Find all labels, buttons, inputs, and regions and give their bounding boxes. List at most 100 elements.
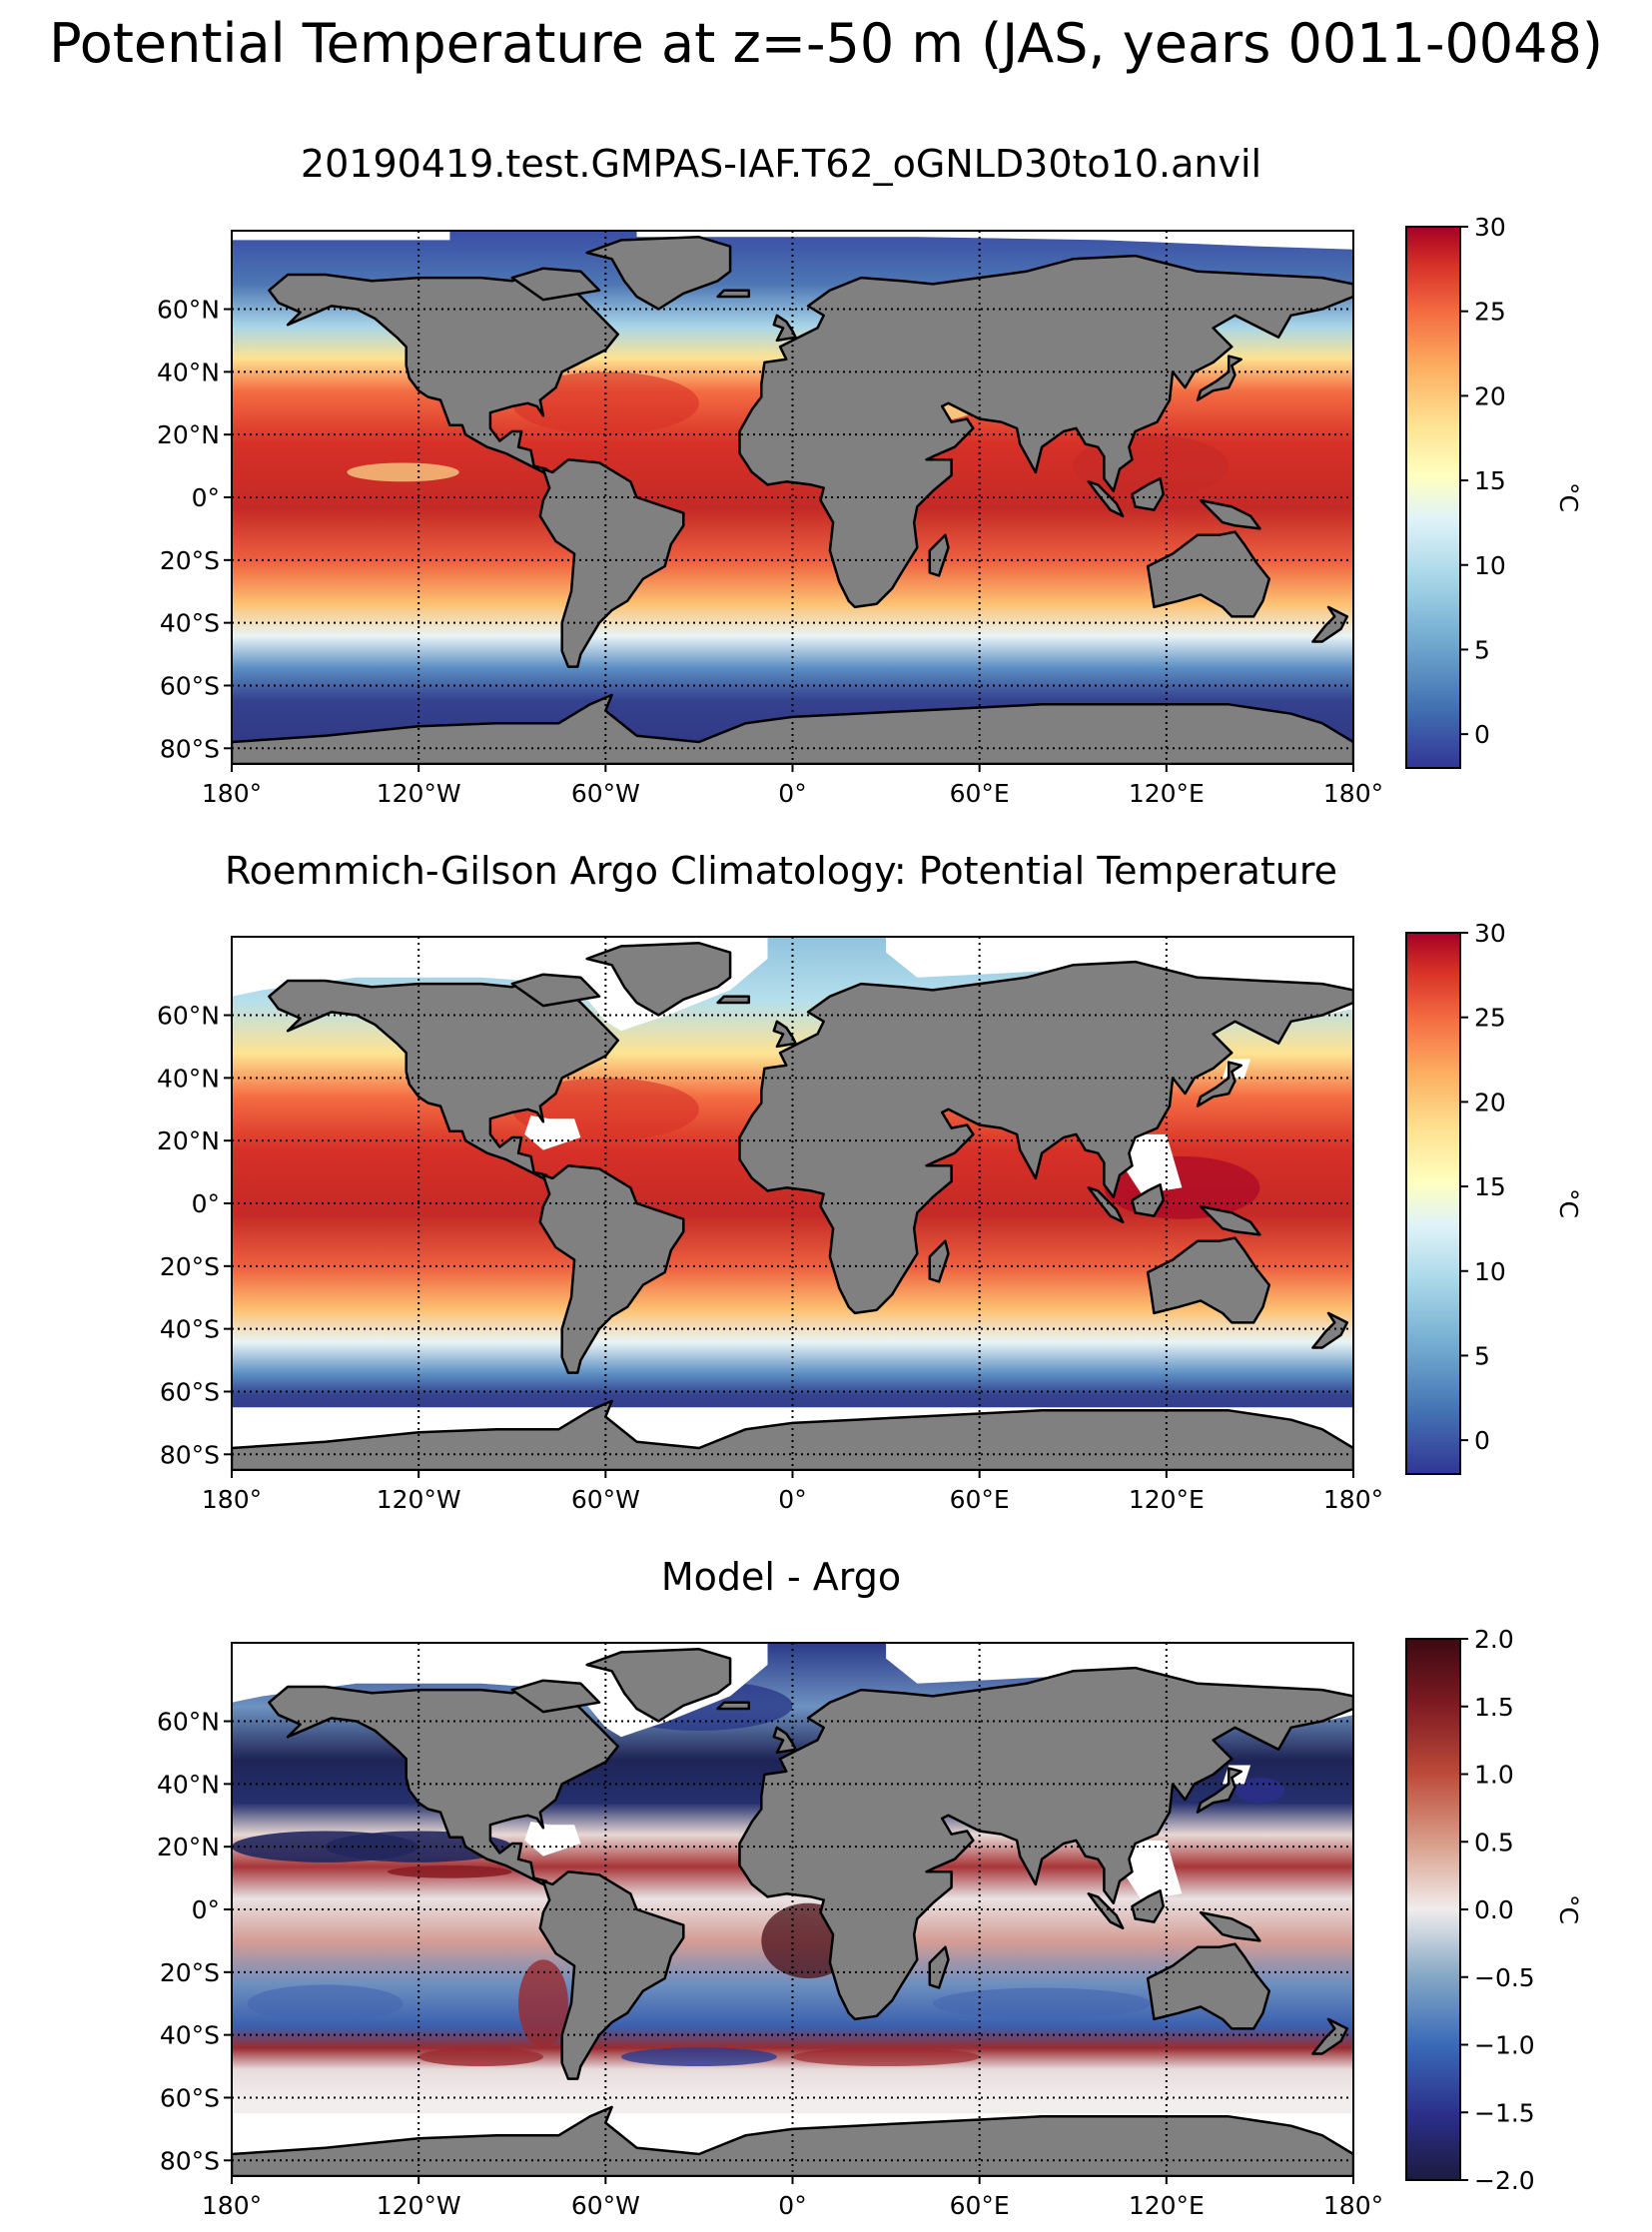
landmass-uk xyxy=(772,314,797,343)
lat-tick-label: 80°S xyxy=(160,1440,220,1469)
landmass-baffin xyxy=(510,1679,601,1714)
colorbar-tick-label: 5 xyxy=(1474,1341,1490,1370)
colorbar-tick-label: 15 xyxy=(1474,1172,1506,1201)
lat-tick-label: 0° xyxy=(192,483,220,512)
lon-tick-label: 60°W xyxy=(571,779,640,808)
landmass-south-america xyxy=(538,458,685,668)
lat-tick-label: 40°N xyxy=(157,358,220,386)
panel-2-title: Roemmich-Gilson Argo Climatology: Potent… xyxy=(224,849,1338,893)
landmass-madagascar xyxy=(928,1945,950,1989)
lat-tick-label: 60°S xyxy=(160,671,220,700)
lon-tick-label: 120°E xyxy=(1129,2191,1205,2220)
field-anomaly xyxy=(932,1987,1152,2019)
landmass-madagascar xyxy=(928,533,950,577)
colorbar-3 xyxy=(1405,1638,1461,2181)
landmass-japan xyxy=(1196,1061,1242,1108)
colorbar-tick-label: 25 xyxy=(1474,298,1506,327)
lat-tick-label: 20°S xyxy=(160,1252,220,1281)
landmass-new-guinea xyxy=(1199,1910,1261,1942)
lat-tick-label: 60°N xyxy=(157,1002,220,1031)
lon-tick-label: 120°E xyxy=(1129,779,1205,808)
lat-tick-label: 60°S xyxy=(160,1377,220,1406)
lat-tick-label: 80°S xyxy=(160,2146,220,2175)
landmass-iceland xyxy=(716,1701,751,1711)
landmass-south-america xyxy=(538,1870,685,2080)
landmass-eurasia-africa xyxy=(738,254,1353,609)
lat-tick-label: 60°S xyxy=(160,2083,220,2112)
colorbar-tick-label: 0 xyxy=(1474,720,1490,749)
lon-tick-label: 60°E xyxy=(950,1485,1010,1514)
lon-tick-label: 120°W xyxy=(377,779,461,808)
colorbar-1 xyxy=(1405,226,1461,769)
colorbar-tick-label: 0 xyxy=(1474,1426,1490,1455)
no-data-region xyxy=(1123,1840,1183,1900)
landmass-new-zealand xyxy=(1311,605,1349,643)
lon-tick-label: 180° xyxy=(1323,1485,1383,1514)
lat-tick-label: 40°N xyxy=(157,1064,220,1093)
landmass-new-guinea xyxy=(1199,498,1261,530)
lon-tick-label: 120°W xyxy=(377,1485,461,1514)
landmass-australia xyxy=(1146,1236,1271,1324)
colorbar-unit-label: °C xyxy=(1554,1188,1583,1218)
lat-tick-label: 40°N xyxy=(157,1770,220,1799)
field-anomaly xyxy=(418,2047,543,2067)
colorbar-2 xyxy=(1405,932,1461,1475)
lon-tick-label: 0° xyxy=(778,2191,806,2220)
lat-tick-label: 20°N xyxy=(157,420,220,449)
lon-tick-label: 180° xyxy=(202,1485,262,1514)
colorbar-tick-label: 10 xyxy=(1474,1257,1506,1286)
landmass-australia xyxy=(1146,1942,1271,2030)
lat-tick-label: 80°S xyxy=(160,734,220,763)
landmass-madagascar xyxy=(928,1239,950,1283)
colorbar-tick-label: 0.5 xyxy=(1474,1828,1514,1857)
colorbar-tick-label: 1.5 xyxy=(1474,1693,1514,1722)
colorbar-tick-label: 1.0 xyxy=(1474,1761,1514,1790)
field-anomaly xyxy=(792,2047,980,2067)
landmass-greenland xyxy=(585,942,732,1017)
map-panel-2: 60°N 40°N 20°N 0° 20°S 40°S 60°S 80°S 180° 120°W 6… xyxy=(157,919,1583,1514)
landmass-borneo xyxy=(1131,1182,1165,1217)
field-anomaly xyxy=(247,1984,404,2023)
colorbar-unit-label: °C xyxy=(1554,482,1583,512)
lon-tick-label: 180° xyxy=(1323,2191,1383,2220)
lat-tick-label: 20°N xyxy=(157,1126,220,1155)
colorbar-tick-label: 20 xyxy=(1474,381,1506,410)
landmass-uk xyxy=(772,1020,797,1049)
colorbar-unit-label: °C xyxy=(1554,1894,1583,1924)
landmass-new-zealand xyxy=(1311,2017,1349,2055)
lat-tick-label: 0° xyxy=(192,1189,220,1218)
lat-tick-label: 40°S xyxy=(160,609,220,638)
colorbar-tick-label: 15 xyxy=(1474,466,1506,495)
colorbar-tick-label: −1.0 xyxy=(1474,2031,1535,2060)
landmass-sumatra xyxy=(1087,480,1125,518)
lon-tick-label: 180° xyxy=(1323,779,1383,808)
landmass-greenland xyxy=(585,236,732,311)
landmass-uk xyxy=(772,1726,797,1755)
map-panel-3: 60°N 40°N 20°N 0° 20°S 40°S 60°S 80°S 180° 120°W 6… xyxy=(157,1625,1583,2220)
landmass-baffin xyxy=(510,973,601,1008)
field-anomaly xyxy=(511,372,699,435)
landmass-japan xyxy=(1196,355,1242,401)
lat-tick-label: 40°S xyxy=(160,2021,220,2050)
landmass-greenland xyxy=(585,1648,732,1723)
landmass-eurasia-africa xyxy=(738,960,1353,1315)
lon-tick-label: 0° xyxy=(778,1485,806,1514)
colorbar-tick-label: 2.0 xyxy=(1474,1625,1514,1654)
lon-tick-label: 180° xyxy=(202,2191,262,2220)
landmass-borneo xyxy=(1131,476,1165,511)
landmass-south-america xyxy=(538,1164,685,1374)
landmass-new-zealand xyxy=(1311,1311,1349,1349)
colorbar-tick-label: 0.0 xyxy=(1474,1895,1514,1924)
lon-tick-label: 120°W xyxy=(377,2191,461,2220)
panel-1-title: 20190419.test.GMPAS-IAF.T62_oGNLD30to10.… xyxy=(300,142,1262,186)
colorbar-tick-label: 30 xyxy=(1474,213,1506,242)
lat-tick-label: 60°N xyxy=(157,1708,220,1737)
colorbar-tick-label: 30 xyxy=(1474,919,1506,948)
map-panel-1: 60°N 40°N 20°N 0° 20°S 40°S 60°S 80°S 180° 120°W 6… xyxy=(157,213,1583,808)
landmass-eurasia-africa xyxy=(738,1666,1353,2021)
field-anomaly xyxy=(517,1959,568,2048)
lon-tick-label: 60°W xyxy=(571,2191,640,2220)
colorbar-tick-label: 25 xyxy=(1474,1004,1506,1033)
field-anomaly xyxy=(387,1865,512,1878)
